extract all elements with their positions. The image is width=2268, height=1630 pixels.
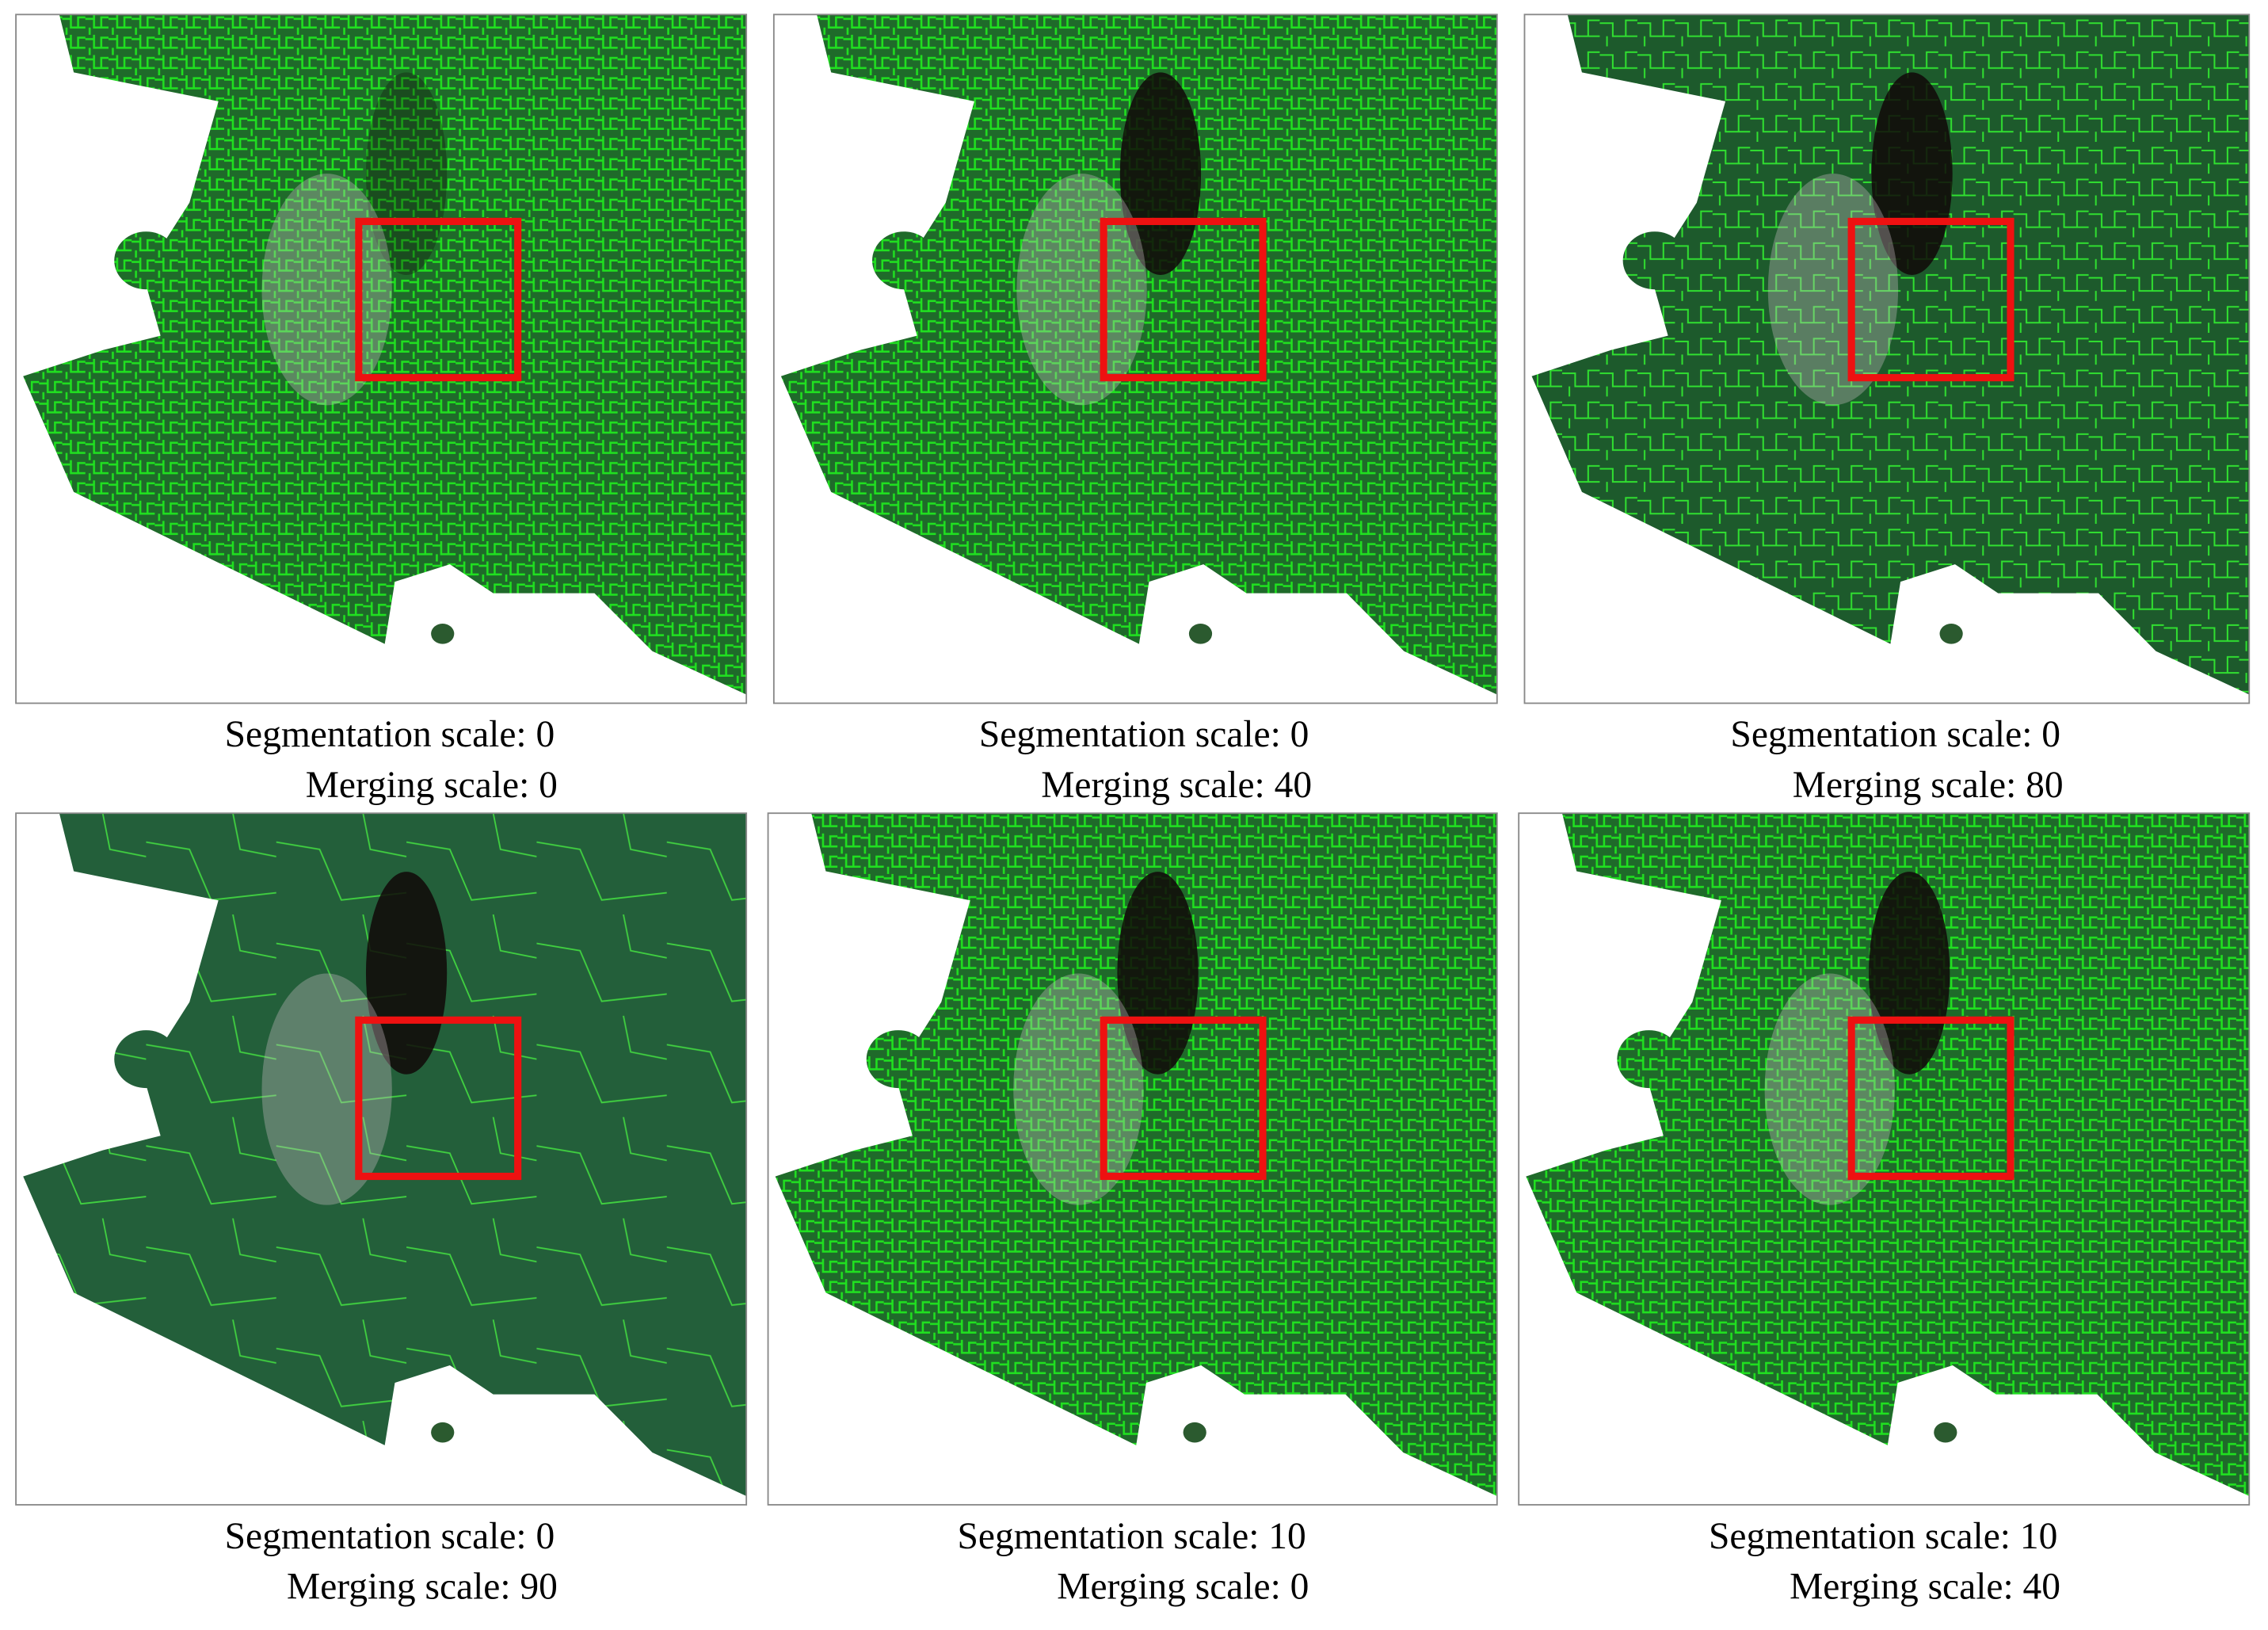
forest-area — [23, 14, 747, 695]
caption-segmentation: Segmentation scale: 0 — [225, 1516, 555, 1557]
image-panel — [15, 812, 748, 1506]
left-blob — [114, 231, 178, 290]
caption-merging: Merging scale: 40 — [1041, 765, 1312, 806]
caption-merging: Merging scale: 40 — [1790, 1567, 2060, 1608]
left-blob — [872, 231, 936, 290]
caption-segmentation: Segmentation scale: 0 — [1730, 714, 2060, 755]
small-blob — [431, 624, 455, 644]
small-blob — [1188, 624, 1213, 644]
bright-crowns — [261, 973, 392, 1205]
panel-border — [772, 13, 1498, 704]
left-blob — [1622, 231, 1687, 290]
forest-area — [780, 14, 1497, 695]
highlight-box — [355, 217, 522, 382]
panel-border — [1518, 812, 2251, 1506]
caption-merging: Merging scale: 80 — [1793, 765, 2064, 806]
panel-border — [1523, 13, 2251, 704]
small-blob — [431, 1422, 455, 1443]
caption-segmentation: Segmentation scale: 0 — [979, 714, 1309, 755]
caption-segmentation: Segmentation scale: 10 — [957, 1516, 1306, 1557]
panel-border — [15, 812, 748, 1506]
highlight-box — [1100, 217, 1267, 382]
forest-area — [1531, 14, 2250, 695]
image-panel — [15, 13, 748, 704]
bright-crowns — [1767, 174, 1899, 406]
small-blob — [1934, 1422, 1957, 1443]
caption-segmentation: Segmentation scale: 10 — [1709, 1516, 2057, 1557]
image-panel — [1518, 812, 2251, 1506]
caption-segmentation: Segmentation scale: 0 — [225, 714, 555, 755]
bright-crowns — [261, 174, 392, 406]
image-panel — [772, 13, 1498, 704]
panel-border — [15, 13, 748, 704]
forest-area — [775, 813, 1497, 1496]
caption-merging: Merging scale: 0 — [1057, 1567, 1309, 1608]
highlight-box — [355, 1016, 522, 1181]
highlight-box — [1847, 217, 2015, 382]
forest-area — [23, 813, 747, 1496]
small-blob — [1183, 1422, 1206, 1443]
highlight-box — [1100, 1016, 1267, 1181]
highlight-box — [1847, 1016, 2015, 1181]
left-blob — [866, 1030, 931, 1089]
bright-crowns — [1764, 973, 1895, 1205]
bright-crowns — [1013, 973, 1144, 1205]
panel-border — [767, 812, 1498, 1506]
bright-crowns — [1016, 174, 1147, 406]
image-panel — [1523, 13, 2251, 704]
forest-area — [1526, 813, 2250, 1496]
left-blob — [114, 1030, 178, 1089]
caption-merging: Merging scale: 0 — [306, 765, 558, 806]
left-blob — [1617, 1030, 1681, 1089]
small-blob — [1939, 624, 1963, 644]
caption-merging: Merging scale: 90 — [287, 1567, 558, 1608]
image-panel — [767, 812, 1498, 1506]
